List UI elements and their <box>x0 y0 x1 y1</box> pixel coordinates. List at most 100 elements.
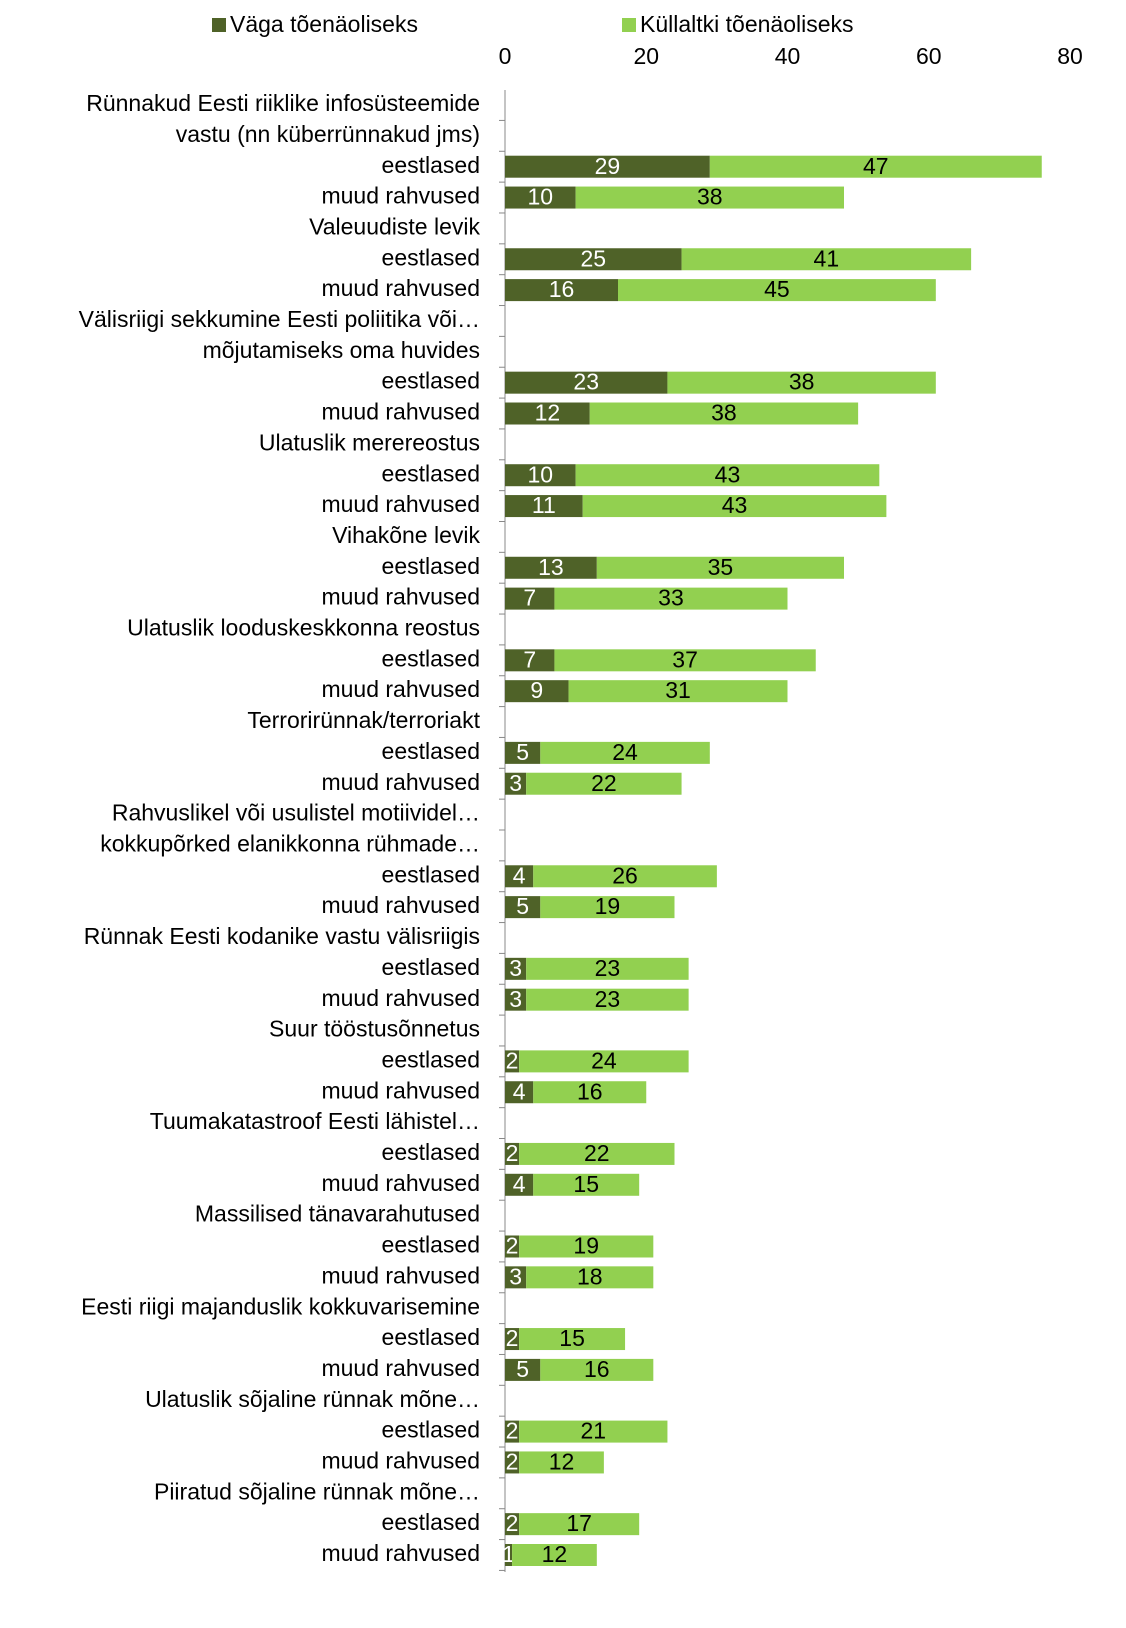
bar-segment <box>505 1544 513 1566</box>
bar-segment <box>505 371 668 394</box>
bar-segment <box>505 186 576 209</box>
data-label: 37 <box>672 646 698 672</box>
bar-segment <box>568 680 788 703</box>
data-label: 17 <box>566 1510 592 1536</box>
category-label: Tuumakatastroof Eesti lähistel… <box>150 1108 480 1134</box>
category-label: muud rahvused <box>321 491 480 517</box>
data-label: 5 <box>516 893 529 919</box>
bar-segment <box>505 495 583 518</box>
bar-segment <box>540 741 710 764</box>
data-label: 2 <box>506 1449 519 1475</box>
data-label: 13 <box>538 554 564 580</box>
category-label: eestlased <box>382 861 480 887</box>
category-label: muud rahvused <box>321 399 480 425</box>
data-label: 12 <box>549 1449 575 1475</box>
bar-segment <box>526 1266 654 1289</box>
bar-segment <box>519 1050 689 1073</box>
data-label: 24 <box>612 739 638 765</box>
category-label: muud rahvused <box>321 985 480 1011</box>
data-label: 31 <box>665 677 691 703</box>
category-label: muud rahvused <box>321 769 480 795</box>
bar-segment <box>526 988 689 1011</box>
bar-segment <box>540 896 675 919</box>
category-label: Rünnakud Eesti riiklike infosüsteemide <box>86 90 480 116</box>
bar-segment <box>505 1173 534 1196</box>
data-label: 1 <box>502 1541 515 1567</box>
category-label: Ulatuslik merereostus <box>259 429 480 455</box>
data-label: 18 <box>577 1263 603 1289</box>
data-label: 4 <box>513 862 526 888</box>
data-label: 21 <box>580 1418 606 1444</box>
data-label: 22 <box>584 1140 610 1166</box>
data-label: 47 <box>863 153 889 179</box>
legend-swatch <box>212 18 226 32</box>
bar-segment <box>505 1328 520 1351</box>
bar-segment <box>505 279 618 302</box>
bar-segment <box>526 957 689 980</box>
bar-segment <box>519 1235 654 1258</box>
category-label: muud rahvused <box>321 183 480 209</box>
bar-segment <box>505 957 527 980</box>
data-label: 33 <box>658 585 684 611</box>
data-label: 24 <box>591 1047 617 1073</box>
category-label: eestlased <box>382 152 480 178</box>
data-label: 15 <box>573 1171 599 1197</box>
data-label: 2 <box>506 1233 519 1259</box>
x-tick-label: 0 <box>499 43 512 69</box>
category-label: eestlased <box>382 1139 480 1165</box>
bar-segment <box>505 680 569 703</box>
bar-segment <box>526 772 682 795</box>
legend-label: Väga tõenäoliseks <box>230 11 418 37</box>
data-label: 3 <box>509 1263 522 1289</box>
bar-segment <box>505 772 527 795</box>
data-label: 19 <box>573 1233 599 1259</box>
bar-segment <box>505 1081 534 1104</box>
data-label: 38 <box>789 369 815 395</box>
bar-segment <box>505 464 576 487</box>
data-label: 3 <box>509 770 522 796</box>
data-label: 41 <box>814 245 840 271</box>
data-label: 2 <box>506 1140 519 1166</box>
data-label: 26 <box>612 862 638 888</box>
bar-segment <box>505 1050 520 1073</box>
bar-segment <box>505 649 555 672</box>
data-label: 43 <box>715 461 741 487</box>
data-label: 16 <box>584 1356 610 1382</box>
category-label: vastu (nn küberrünnakud jms) <box>176 121 480 147</box>
x-tick-label: 60 <box>916 43 942 69</box>
bar-segment <box>505 248 682 271</box>
category-label: eestlased <box>382 738 480 764</box>
category-label: muud rahvused <box>321 1355 480 1381</box>
legend-label: Küllaltki tõenäoliseks <box>640 11 854 37</box>
data-label: 45 <box>764 276 790 302</box>
data-label: 22 <box>591 770 617 796</box>
bar-segment <box>519 1513 640 1536</box>
category-label: eestlased <box>382 244 480 270</box>
data-label: 10 <box>528 184 554 210</box>
data-label: 23 <box>595 955 621 981</box>
category-label: Valeuudiste levik <box>309 213 480 239</box>
bar-segment <box>618 279 936 302</box>
bar-segment <box>533 1173 640 1196</box>
bar-segment <box>505 1451 520 1474</box>
bar-segment <box>505 865 534 888</box>
bar-segment <box>667 371 936 394</box>
data-label: 12 <box>542 1541 568 1567</box>
category-label: eestlased <box>382 645 480 671</box>
data-label: 12 <box>535 400 561 426</box>
bar-segment <box>505 587 555 610</box>
category-label: muud rahvused <box>321 1077 480 1103</box>
bar-segment <box>596 556 844 579</box>
bar-segment <box>512 1544 597 1566</box>
category-label: eestlased <box>382 1232 480 1258</box>
category-label: eestlased <box>382 954 480 980</box>
bar-segment <box>681 248 972 271</box>
bar-segment <box>505 1235 520 1258</box>
bar-segment <box>554 587 788 610</box>
category-label: Piiratud sõjaline rünnak mõne… <box>154 1478 480 1504</box>
category-label: Ulatuslik sõjaline rünnak mõne… <box>145 1386 480 1412</box>
bar-segment <box>575 464 880 487</box>
data-label: 2 <box>506 1510 519 1536</box>
bar-segment <box>505 1420 520 1443</box>
